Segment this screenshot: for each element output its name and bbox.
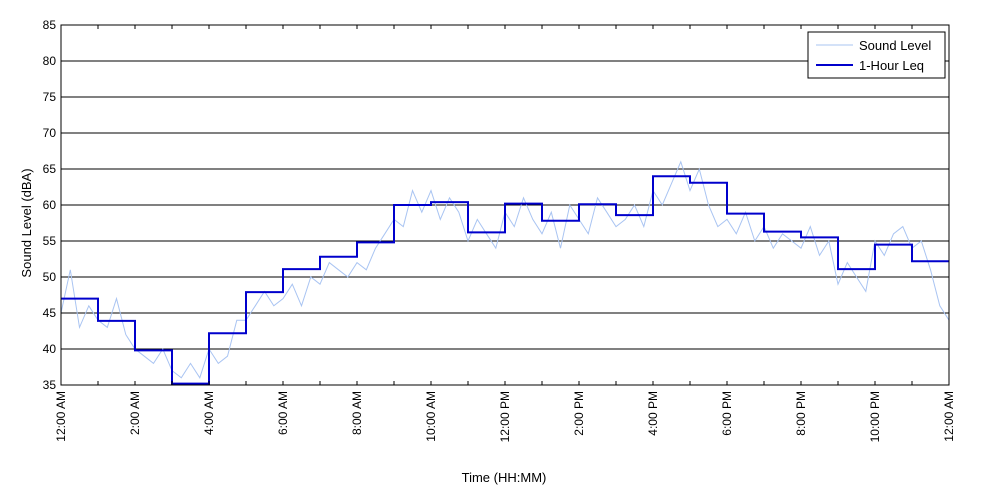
- y-axis-title: Sound Level (dBA): [19, 168, 34, 277]
- series-1-hour-leq-line: [61, 175, 949, 385]
- x-tick-label: 12:00 AM: [54, 391, 68, 442]
- legend-label: Sound Level: [859, 38, 931, 53]
- x-axis-title: Time (HH:MM): [462, 470, 547, 485]
- y-tick-label: 65: [43, 162, 57, 176]
- series-layer: [60, 160, 950, 385]
- x-tick-label: 12:00 AM: [942, 391, 956, 442]
- x-tick-label: 2:00 AM: [128, 391, 142, 435]
- x-tick-label: 2:00 PM: [572, 391, 586, 436]
- y-tick-label: 80: [43, 54, 57, 68]
- x-tick-label: 12:00 PM: [498, 391, 512, 442]
- x-tick-label: 10:00 PM: [868, 391, 882, 442]
- x-tick-label: 8:00 PM: [794, 391, 808, 436]
- y-tick-label: 75: [43, 90, 57, 104]
- y-tick-label: 70: [43, 126, 57, 140]
- y-tick-label: 85: [43, 18, 57, 32]
- x-tick-label: 8:00 AM: [350, 391, 364, 435]
- x-tick-label: 6:00 PM: [720, 391, 734, 436]
- y-tick-label: 55: [43, 234, 57, 248]
- legend-label: 1-Hour Leq: [859, 58, 924, 73]
- x-tick-label: 6:00 AM: [276, 391, 290, 435]
- y-tick-label: 35: [43, 378, 57, 392]
- y-tick-label: 50: [43, 270, 57, 284]
- axes: 35 40 45 50 55 60 65 70 75 80 85 12:00 AM 2:00 AM 4:0…: [43, 18, 956, 442]
- y-tick-label: 60: [43, 198, 57, 212]
- y-tick-label: 40: [43, 342, 57, 356]
- y-tick-label: 45: [43, 306, 57, 320]
- x-tick-label: 4:00 AM: [202, 391, 216, 435]
- legend-box: [807, 31, 946, 79]
- legend: Sound Level 1-Hour Leq: [807, 31, 946, 79]
- x-tick-label: 10:00 AM: [424, 391, 438, 442]
- x-tick-label: 4:00 PM: [646, 391, 660, 436]
